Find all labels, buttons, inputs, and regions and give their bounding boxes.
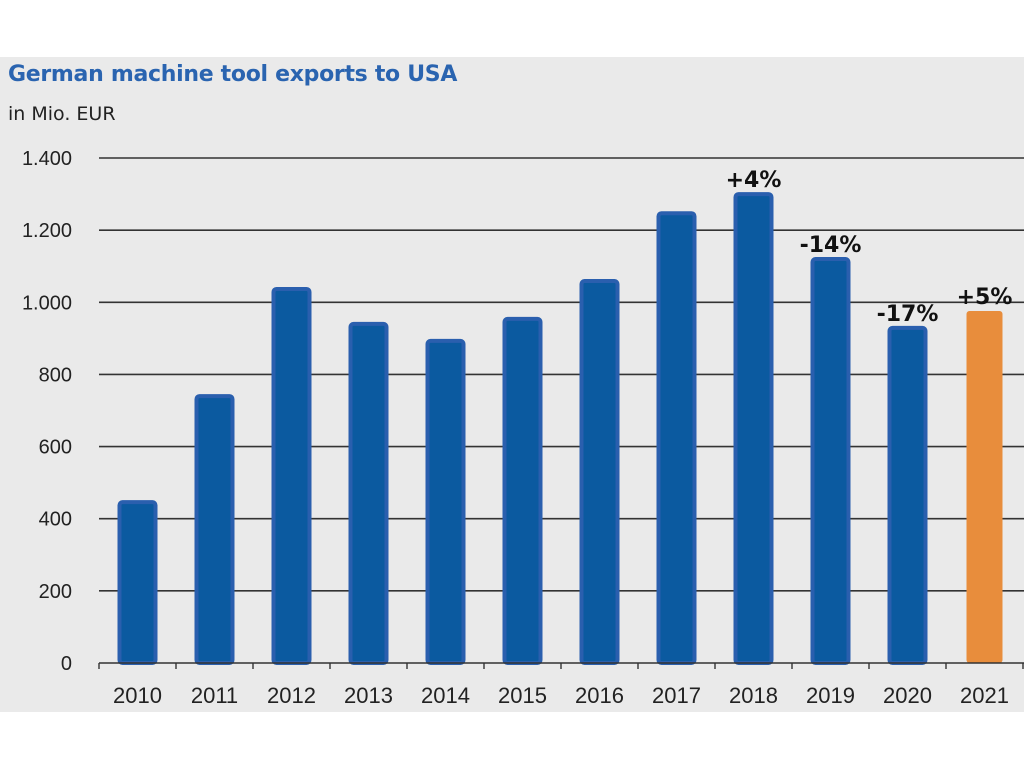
data-label-2021: +5% [957,285,1013,310]
data-label-2018: +4% [726,168,782,193]
y-tick-label: 200 [39,581,72,603]
y-tick-label: 0 [61,653,72,675]
x-tick-label: 2011 [191,683,238,708]
chart-subtitle: in Mio. EUR [8,103,116,125]
x-tick-label: 2013 [344,683,393,708]
x-tick-label: 2020 [883,683,932,708]
y-tick-label: 1.000 [22,292,72,314]
bar-2015 [502,316,543,665]
x-tick-label: 2018 [729,683,778,708]
y-tick-label: 800 [39,364,72,386]
y-axis-ticks: 0 200 400 600 800 1.000 1.200 1.400 [22,148,72,675]
x-tick-label: 2014 [421,683,470,708]
bar-2016 [579,279,620,665]
gridlines [99,157,1024,592]
bars [117,192,1003,665]
data-label-2020: -17% [877,302,939,327]
x-tick-label: 2015 [498,683,547,708]
x-axis: 2010 2011 2012 2013 2014 2015 2016 2017 2018 2019… [98,662,1024,708]
bar-2018 [733,192,774,665]
x-tick-label: 2012 [267,683,316,708]
bar-2010 [117,500,158,665]
x-tick-label: 2019 [806,683,855,708]
bar-2020 [887,325,928,665]
x-tick-label: 2017 [652,683,701,708]
x-tick-label: 2021 [960,683,1009,708]
data-label-2019: -14% [800,233,862,258]
bar-2011 [194,394,235,665]
bar-2021 [966,310,1003,663]
y-tick-label: 1.400 [22,148,72,170]
x-tick-label: 2016 [575,683,624,708]
bar-2014 [425,338,466,665]
bar-2013 [348,321,389,665]
y-tick-label: 400 [39,509,72,531]
bar-2012 [271,286,312,665]
data-labels: +4% -14% -17% +5% [726,168,1013,327]
y-tick-label: 1.200 [22,220,72,242]
chart-title: German machine tool exports to USA [8,62,458,87]
x-tick-label: 2010 [113,683,162,708]
bar-2019 [810,257,851,665]
bar-2017 [656,211,697,665]
y-tick-label: 600 [39,437,72,459]
